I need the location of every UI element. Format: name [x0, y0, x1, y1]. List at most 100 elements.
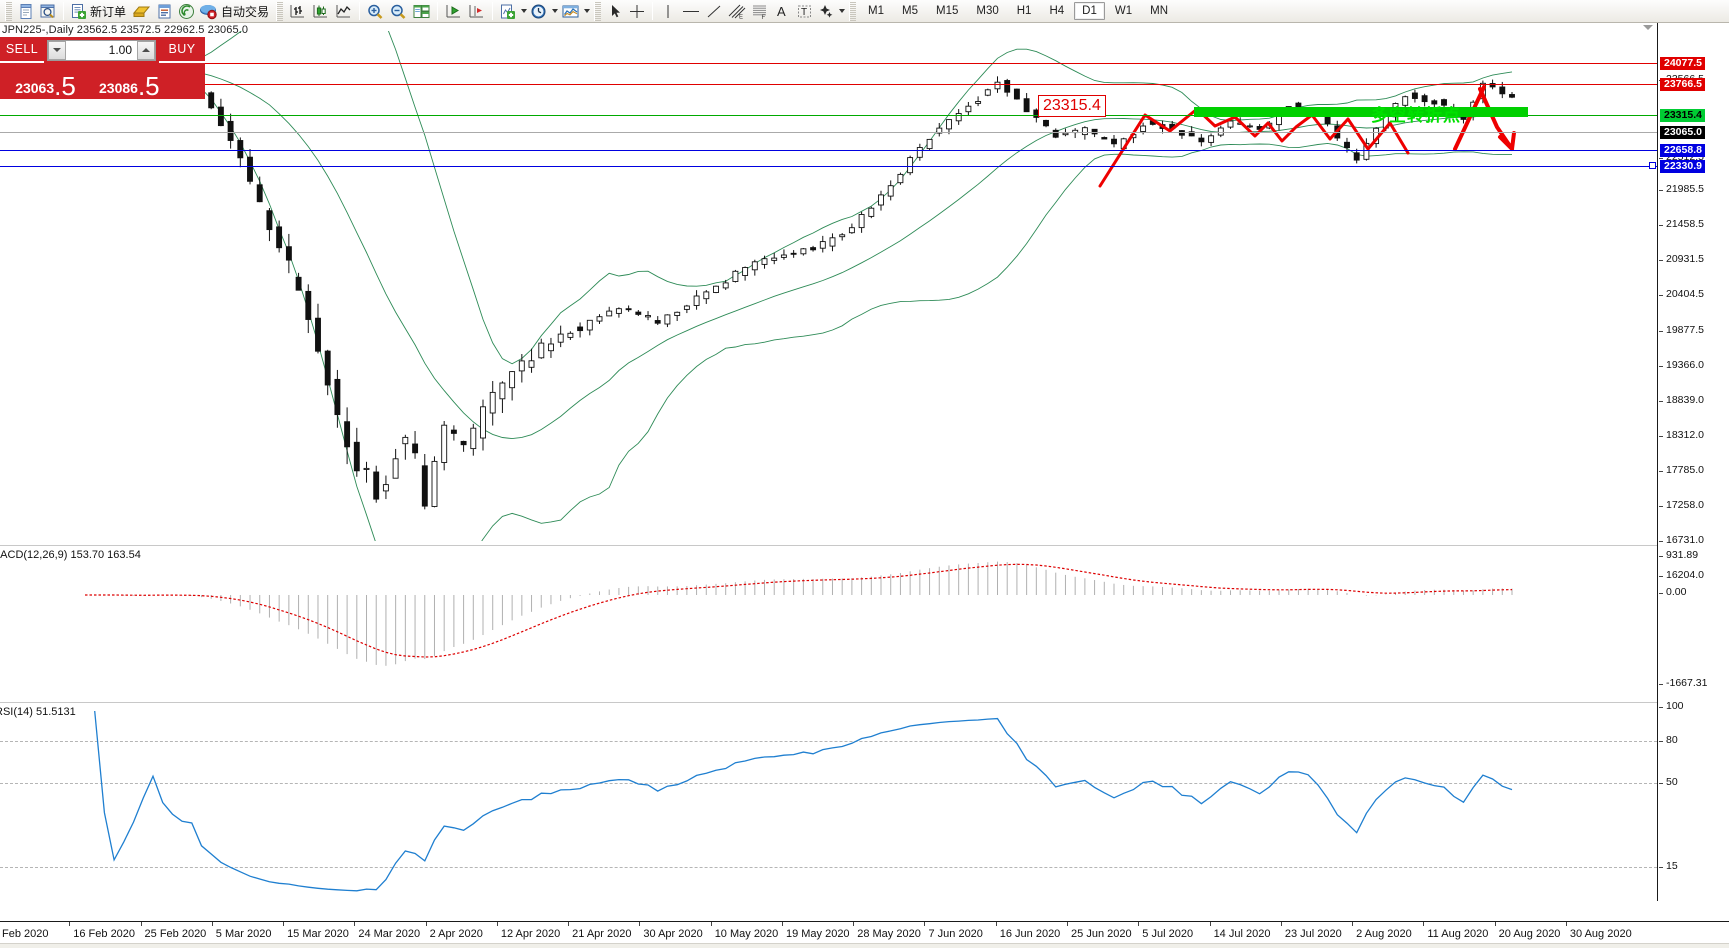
periods-chevron-down-icon[interactable] [550, 1, 559, 22]
rsi-tick-label: 100 [1666, 700, 1684, 712]
price-tick-label: 20404.5 [1666, 288, 1704, 300]
templates-chevron-down-icon[interactable] [582, 1, 591, 22]
rsi-pane-canvas [94, 710, 1513, 892]
price-tag-turning-point[interactable]: 23315.4 [1660, 109, 1705, 122]
main-toolbar: 新订单 [0, 0, 1729, 23]
price-tag-support-1[interactable]: 22658.8 [1660, 144, 1705, 157]
time-axis-tick [1280, 922, 1282, 926]
price-tag-support-2[interactable]: 22330.9 [1660, 160, 1705, 173]
tab-timeframe-m15[interactable]: M15 [936, 5, 959, 17]
tab-timeframe-m1[interactable]: M1 [868, 5, 885, 17]
price-tag-resistance-2[interactable]: 23766.5 [1660, 78, 1705, 91]
auto-scroll-icon[interactable] [442, 1, 465, 22]
candlestick-chart-icon[interactable] [309, 1, 332, 22]
bar-chart-icon[interactable] [286, 1, 309, 22]
price-tick-label: 21458.5 [1666, 218, 1704, 230]
horizontal-line-icon[interactable] [679, 1, 703, 22]
shapes-icon[interactable] [815, 1, 837, 22]
chart-symbol-ohlc-label: JPN225-,Daily 23562.5 23572.5 22962.5 23… [2, 24, 249, 36]
toolbar-grip-4[interactable] [849, 1, 857, 21]
one-click-trading-panel[interactable]: SELL 1.00 BUY 23063 .5 23086 .5 [0, 37, 205, 99]
volume-increment-button[interactable] [137, 40, 155, 60]
auto-trading-button[interactable]: 自动交易 [197, 1, 273, 22]
zoom-out-icon[interactable] [387, 1, 410, 22]
text-label-icon[interactable]: T [793, 1, 815, 22]
shapes-chevron-down-icon[interactable] [837, 1, 846, 22]
resistance-line-24077[interactable] [0, 63, 1657, 64]
macd-scale[interactable]: 931.89 0.00 -1667.31 [1657, 545, 1729, 695]
terminal-icon[interactable] [153, 1, 175, 22]
price-tick-label: 19366.0 [1666, 359, 1704, 371]
macd-tick-label: 0.00 [1666, 586, 1687, 598]
equidistant-channel-icon[interactable]: E [725, 1, 749, 22]
time-axis-tick [1138, 922, 1140, 926]
time-axis-label: 30 Apr 2020 [643, 928, 703, 940]
time-axis-label: 5 Mar 2020 [215, 928, 272, 940]
price-annotation-box[interactable]: 23315.4 [1038, 95, 1106, 117]
toolbar-grip-3[interactable] [594, 1, 602, 21]
tab-timeframe-d1[interactable]: D1 [1074, 2, 1105, 20]
time-axis-tick [853, 922, 855, 926]
support-line-handle[interactable] [1649, 162, 1656, 169]
text-icon[interactable]: A [771, 1, 793, 22]
auto-trading-label: 自动交易 [221, 4, 270, 19]
volume-input[interactable]: 1.00 [108, 43, 132, 57]
vertical-line-icon[interactable] [657, 1, 679, 22]
rsi-pane-separator [0, 702, 1657, 703]
status-bar [0, 943, 1729, 948]
toolbar-grip[interactable] [5, 1, 12, 21]
tab-timeframe-w1[interactable]: W1 [1114, 5, 1133, 17]
time-axis-tick [1423, 922, 1425, 926]
price-tag-resistance-1[interactable]: 24077.5 [1660, 57, 1705, 70]
support-line-22658[interactable] [0, 150, 1657, 151]
tile-windows-icon[interactable] [410, 1, 433, 22]
fibonacci-icon[interactable]: F [749, 1, 771, 22]
toolbar-grip-2[interactable] [276, 1, 284, 21]
resistance-line-23766[interactable] [0, 84, 1657, 85]
turning-point-line-23315[interactable] [0, 115, 1657, 116]
tab-timeframe-h1[interactable]: H1 [1016, 5, 1032, 17]
new-chart-icon[interactable] [15, 1, 37, 22]
tab-timeframe-m30[interactable]: M30 [976, 5, 999, 17]
toolbar-separator-5 [492, 2, 494, 20]
volume-field-wrapper: 1.00 [44, 37, 159, 63]
line-chart-icon[interactable] [332, 1, 355, 22]
chart-collapse-icon[interactable] [1643, 25, 1653, 30]
volume-decrement-button[interactable] [48, 40, 66, 60]
periods-icon[interactable] [528, 1, 550, 22]
tab-timeframe-h4[interactable]: H4 [1049, 5, 1065, 17]
toolbar-separator [63, 2, 64, 20]
chart-window[interactable]: JPN225-,Daily 23562.5 23572.5 22962.5 23… [0, 23, 1729, 948]
support-line-22330[interactable] [0, 166, 1657, 167]
indicators-chevron-down-icon[interactable] [519, 1, 528, 22]
rsi-scale[interactable]: 100 80 50 15 [1657, 700, 1729, 901]
turning-point-annotation[interactable]: 多空转折点 [1371, 106, 1461, 125]
rsi-tick-label: 15 [1666, 860, 1678, 872]
tab-timeframe-m5[interactable]: M5 [902, 5, 918, 17]
new-order-button[interactable]: 新订单 [68, 1, 130, 22]
buy-button[interactable]: BUY [159, 37, 205, 63]
sell-price[interactable]: 23063 .5 [0, 63, 91, 99]
indicators-icon[interactable] [497, 1, 519, 22]
tab-timeframe-mn[interactable]: MN [1150, 5, 1168, 17]
expert-advisor-icon[interactable] [130, 1, 153, 22]
sell-button[interactable]: SELL [0, 37, 44, 63]
cursor-icon[interactable] [604, 1, 626, 22]
turning-point-highlight-bar[interactable] [1194, 107, 1528, 117]
sell-price-integer: 23063 [15, 80, 55, 96]
chart-shift-icon[interactable] [465, 1, 488, 22]
crosshair-icon[interactable] [626, 1, 648, 22]
price-tick-label: 21985.5 [1666, 183, 1704, 195]
price-scale[interactable]: 23566.5 22512.5 21985.5 21458.5 20931.5 … [1657, 23, 1729, 901]
time-axis-label: 25 Jun 2020 [1071, 928, 1132, 940]
price-tag-last-price: 23065.0 [1660, 126, 1705, 139]
price-tick-label: 17258.0 [1666, 499, 1704, 511]
market-watch-icon[interactable] [37, 1, 59, 22]
templates-icon[interactable] [559, 1, 582, 22]
buy-price[interactable]: 23086 .5 [91, 63, 205, 99]
signals-icon[interactable] [175, 1, 197, 22]
zoom-in-icon[interactable] [364, 1, 387, 22]
price-tick-label: 18839.0 [1666, 394, 1704, 406]
time-axis-label: 24 Mar 2020 [358, 928, 421, 940]
trendline-icon[interactable] [703, 1, 725, 22]
